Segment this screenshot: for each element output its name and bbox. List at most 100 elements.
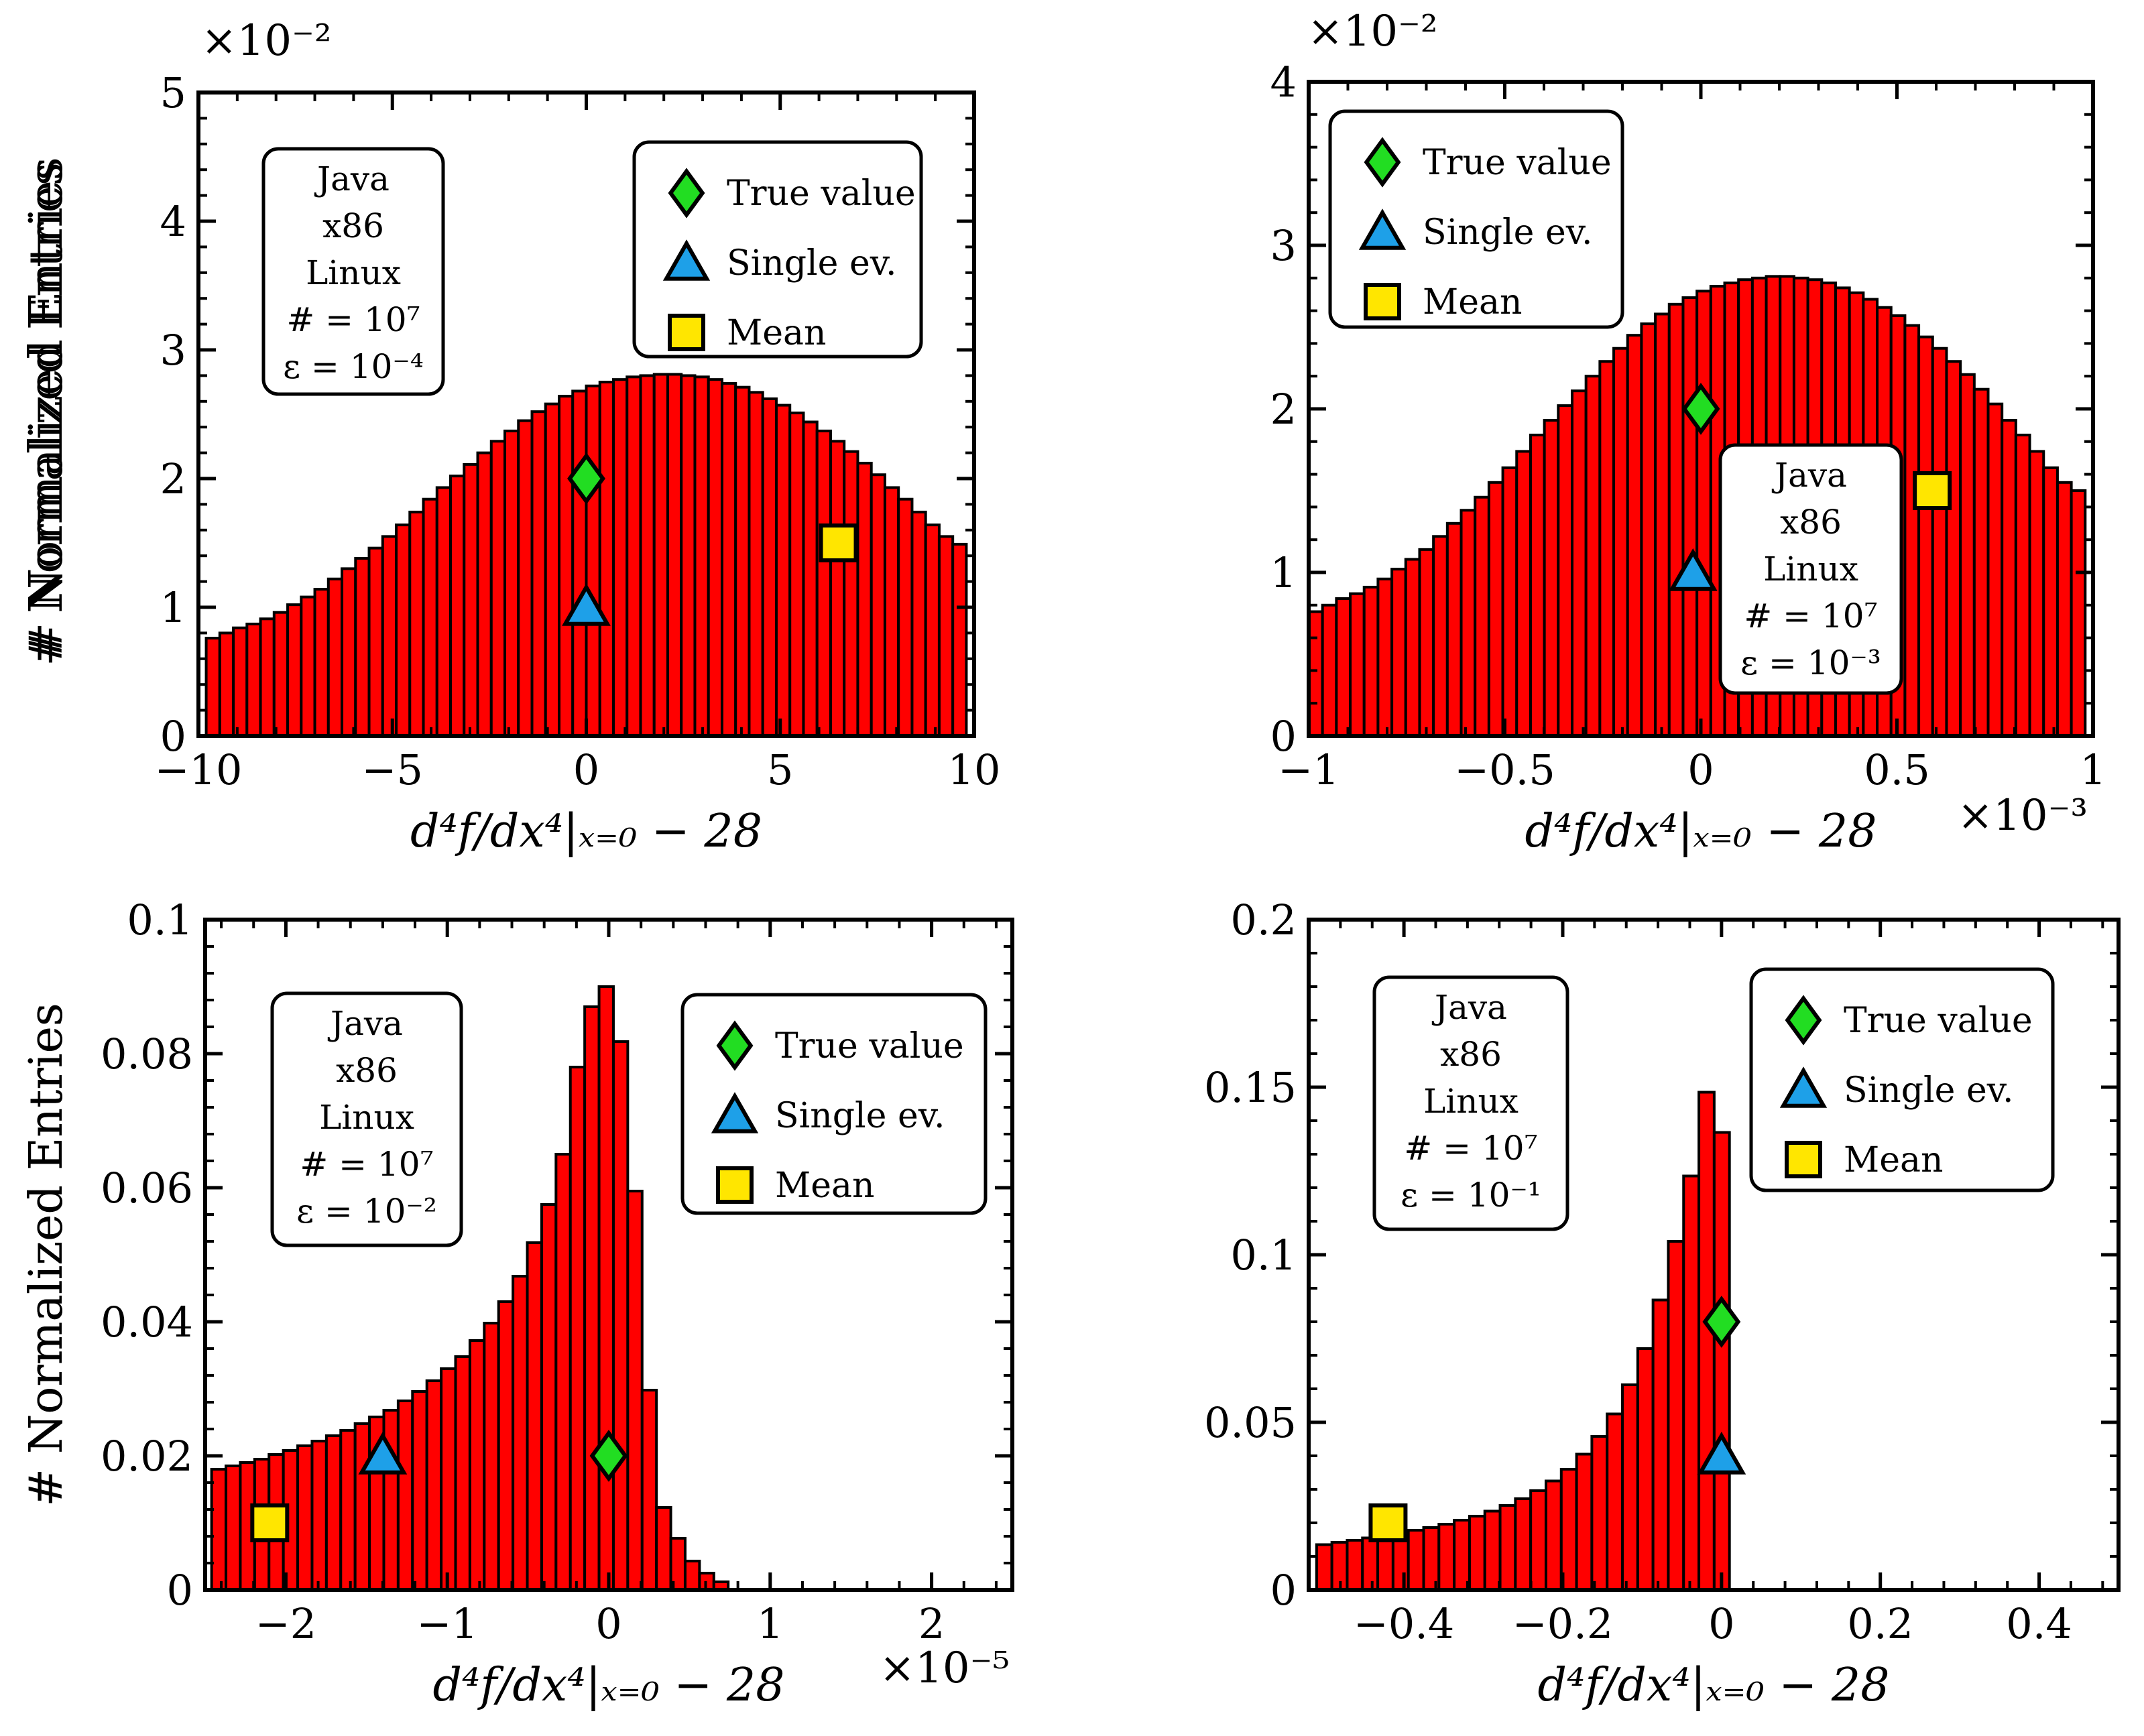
x-multiplier: ×10⁻⁵ bbox=[880, 1644, 1010, 1693]
y-tick-label: 0 bbox=[1270, 1566, 1297, 1615]
histogram-bar bbox=[1315, 1543, 1333, 1591]
histogram-bar bbox=[652, 373, 669, 737]
histogram-bar bbox=[2028, 450, 2045, 737]
histogram-bar bbox=[353, 1422, 371, 1591]
histogram-bar bbox=[666, 373, 683, 737]
histogram-bar bbox=[720, 381, 737, 737]
histogram-bar bbox=[1321, 603, 1338, 737]
histogram-bar bbox=[1681, 296, 1699, 737]
legend: True value Single ev. Mean bbox=[680, 993, 988, 1215]
histogram-bar bbox=[1404, 558, 1421, 737]
legend-marker-mean-shape bbox=[1364, 283, 1401, 320]
x-tick-label: 0 bbox=[1687, 745, 1714, 794]
histogram-bar bbox=[583, 1005, 601, 1591]
histogram-bar bbox=[951, 542, 968, 737]
histogram-bar bbox=[734, 385, 751, 737]
y-axis: 0 1 2 3 4 bbox=[1270, 58, 2093, 761]
histogram-bar bbox=[856, 461, 873, 738]
info-line: Java bbox=[327, 1004, 403, 1043]
x-tick-label: −0.2 bbox=[1512, 1599, 1614, 1648]
histogram-bar bbox=[1903, 324, 1921, 737]
legend-frame bbox=[632, 140, 923, 359]
legend-marker-true-value bbox=[1364, 137, 1401, 188]
histogram-bar bbox=[232, 626, 249, 737]
marker-single-ev bbox=[562, 583, 611, 626]
histogram-bar bbox=[463, 462, 479, 737]
histogram-bar bbox=[1483, 1509, 1502, 1591]
histogram-bar bbox=[530, 410, 547, 737]
x-axis: −2 −1 0 1 2 bbox=[220, 920, 998, 1648]
histogram-bar bbox=[1959, 373, 1976, 737]
histogram-bar bbox=[597, 985, 615, 1591]
histogram-bar bbox=[454, 1355, 471, 1591]
legend-label-mean: Mean bbox=[1844, 1140, 1944, 1180]
legend-label-single-ev: Single ev. bbox=[1844, 1070, 2013, 1111]
histogram-bar bbox=[396, 1400, 414, 1591]
x-tick-label: 0 bbox=[595, 1599, 621, 1648]
y-axis-label: # Normalized Entries bbox=[20, 1003, 73, 1506]
x-tick-label: 10 bbox=[948, 745, 1001, 794]
x-tick-label: 0 bbox=[1708, 1599, 1734, 1648]
y-multiplier: ×10⁻² bbox=[201, 16, 332, 66]
info-box: Java x86 Linux # = 10⁷ ε = 10⁻¹ bbox=[1372, 975, 1569, 1231]
marker-true-value bbox=[589, 1430, 628, 1482]
legend-marker-single-ev-shape bbox=[1358, 208, 1407, 250]
histogram-bar bbox=[788, 412, 805, 738]
marker-true-value-shape bbox=[1681, 383, 1720, 435]
marker-mean-shape bbox=[250, 1503, 290, 1542]
x-tick-label: 0.4 bbox=[2006, 1599, 2072, 1648]
info-line: ε = 10⁻³ bbox=[1740, 643, 1881, 682]
info-line: x86 bbox=[1780, 503, 1842, 542]
marker-true-value bbox=[567, 452, 605, 505]
info-line: # = 10⁷ bbox=[286, 300, 420, 339]
histogram-bar bbox=[569, 1066, 587, 1591]
x-tick-label: −1 bbox=[416, 1599, 477, 1648]
histogram-bar bbox=[440, 1367, 457, 1591]
histogram-bar bbox=[843, 450, 859, 737]
x-axis: −1 −0.5 0 0.5 1 bbox=[1278, 82, 2106, 794]
y-axis: 0 0.05 0.1 0.15 0.2 bbox=[1204, 895, 2119, 1615]
histogram-bar bbox=[1598, 360, 1616, 737]
histogram-bar bbox=[1695, 290, 1712, 737]
histogram-bars bbox=[210, 985, 730, 1591]
histogram-bar bbox=[1667, 302, 1685, 737]
legend: True value Single ev. Mean bbox=[1749, 967, 2055, 1192]
y-axis-label: # Normalized Entries bbox=[20, 157, 73, 660]
x-tick-label: −0.4 bbox=[1354, 1599, 1455, 1648]
y-multiplier: ×10⁻² bbox=[1307, 7, 1438, 56]
y-axis: 0 1 2 3 4 5 bbox=[160, 68, 974, 761]
legend: True value Single ev. Mean bbox=[1328, 109, 1624, 329]
histogram-bar bbox=[489, 440, 507, 737]
chart-panel-bottom-left: −2 −1 0 1 2 0 0.02 0.04 0.06 0.08 0.1 # Normalized … bbox=[20, 895, 1014, 1712]
info-box-frame bbox=[261, 147, 445, 396]
histogram-bar bbox=[1626, 334, 1643, 737]
histogram-bar bbox=[1445, 521, 1463, 737]
histogram-bar bbox=[468, 1339, 486, 1591]
info-line: x86 bbox=[336, 1051, 398, 1090]
legend-marker-true-value bbox=[1785, 995, 1822, 1046]
info-line: # = 10⁷ bbox=[1404, 1129, 1537, 1168]
x-tick-label: 1 bbox=[757, 1599, 783, 1648]
info-line: Linux bbox=[306, 253, 401, 292]
info-line: Java bbox=[314, 160, 390, 198]
histogram-bar bbox=[910, 510, 927, 737]
marker-mean bbox=[1913, 471, 1952, 510]
histogram-bar bbox=[611, 1040, 630, 1591]
histogram-bar bbox=[218, 631, 235, 738]
histogram-bar bbox=[300, 595, 316, 738]
histogram-bar bbox=[225, 1465, 242, 1591]
histogram-bar bbox=[585, 384, 601, 737]
x-axis-label: d⁴f/dx⁴|ₓ₌₀ − 28 bbox=[1538, 1659, 1890, 1712]
x-tick-label: 1 bbox=[2080, 745, 2106, 794]
histogram-bar bbox=[341, 567, 357, 738]
marker-single-ev bbox=[1668, 548, 1718, 591]
histogram-bar bbox=[1931, 347, 1948, 737]
histogram-bar bbox=[1487, 481, 1504, 737]
histogram-bar bbox=[526, 1241, 543, 1591]
histogram-bar bbox=[324, 1434, 343, 1591]
histogram-bar bbox=[1575, 1452, 1594, 1591]
legend-label-single-ev: Single ev. bbox=[727, 243, 896, 284]
legend-marker-true-value bbox=[716, 1020, 754, 1071]
y-tick-label: 0.05 bbox=[1204, 1398, 1297, 1447]
y-tick-label: 5 bbox=[160, 68, 186, 117]
